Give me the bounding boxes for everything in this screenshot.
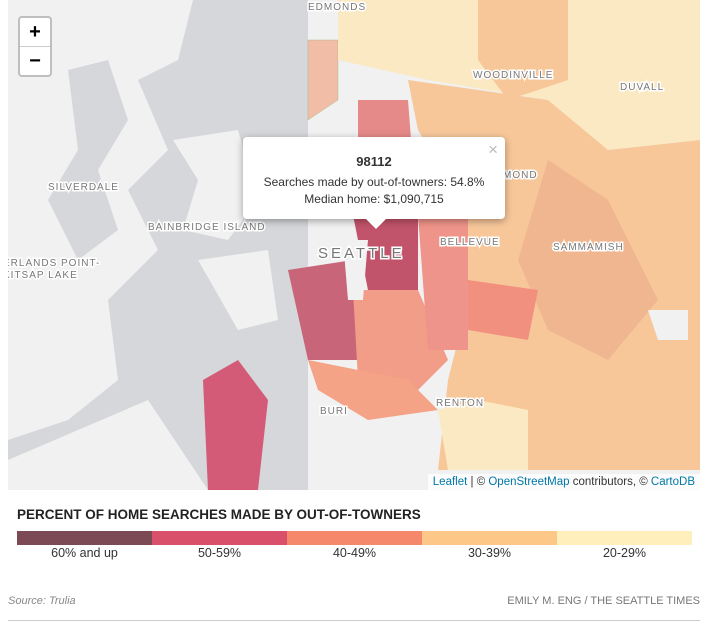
text: | © <box>467 476 489 488</box>
legend-label: 60% and up <box>51 546 118 560</box>
legend-label: 40-49% <box>332 546 377 560</box>
link[interactable]: CartoDB <box>650 476 695 488</box>
legend-swatch <box>287 531 422 545</box>
place-label: SAMMAMISH <box>553 242 624 253</box>
place-label: ERLANDS POINT- <box>8 258 100 269</box>
place-label: BURI <box>320 406 348 417</box>
place-label: BAINBRIDGE ISLAND <box>148 222 266 233</box>
legend-label: 50-59% <box>197 546 242 560</box>
place-label: WOODINVILLE <box>473 70 553 81</box>
popup: × 98112 Searches made by out-of-towners:… <box>243 137 505 229</box>
link[interactable]: OpenStreetMap <box>488 476 570 488</box>
attribution: Leaflet | © OpenStreetMap contributors, … <box>427 474 700 490</box>
place-label: KITSAP LAKE <box>8 270 78 281</box>
zoom-in[interactable]: + <box>29 21 41 43</box>
legend-swatch <box>17 531 152 545</box>
place-label: EDMONDS <box>308 2 366 13</box>
legend-labels: 60% and up 50-59% 40-49% 30-39% 20-29% <box>17 546 692 560</box>
place-label: MOND <box>503 170 538 181</box>
text: contributors, © <box>569 476 651 488</box>
link[interactable]: Leaflet <box>432 476 468 488</box>
zoom-out[interactable]: − <box>20 46 50 75</box>
source: Source: Trulia <box>8 595 76 607</box>
legend-swatch <box>557 531 692 545</box>
legend-bar <box>17 531 692 545</box>
rule <box>8 620 700 621</box>
place-label: RENTON <box>436 398 484 409</box>
legend-swatch <box>422 531 557 545</box>
legend-label: 30-39% <box>467 546 512 560</box>
zoom-control: + − <box>18 16 52 77</box>
place-label: SEATTLE <box>318 245 405 262</box>
map[interactable]: EDMONDS WOODINVILLE DUVALL SILVERDALE BAINBR… <box>8 0 700 490</box>
place-label: DUVALL <box>620 82 664 93</box>
legend-label: 20-29% <box>602 546 647 560</box>
place-label: SILVERDALE <box>48 182 119 193</box>
popup-line: Searches made by out-of-towners: 54.8% <box>263 175 485 189</box>
popup-line: Median home: $1,090,715 <box>304 192 444 206</box>
popup-close[interactable]: × <box>488 140 498 159</box>
legend-swatch <box>152 531 287 545</box>
legend-title: PERCENT OF HOME SEARCHES MADE BY OUT-OF-… <box>17 507 421 522</box>
popup-zip: 98112 <box>356 154 392 169</box>
credit: EMILY M. ENG / THE SEATTLE TIMES <box>507 595 700 607</box>
map-tiles: EDMONDS WOODINVILLE DUVALL SILVERDALE BAINBR… <box>8 0 700 490</box>
place-label: BELLEVUE <box>440 237 500 248</box>
